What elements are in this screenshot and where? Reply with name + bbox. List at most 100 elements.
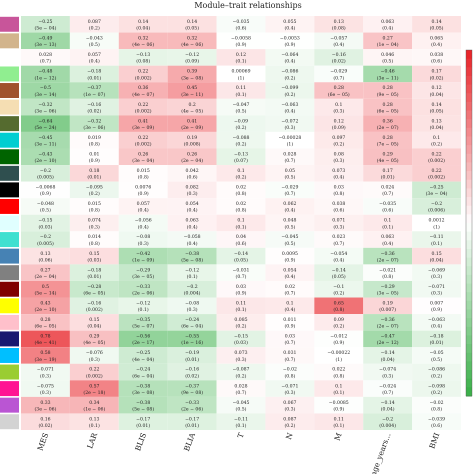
cell-correlation: 0.34 [89, 400, 99, 406]
colorbar-segment [466, 171, 472, 181]
cell-correlation: 0.65 [334, 300, 344, 306]
heatmap-cell [216, 49, 266, 66]
cell-pvalue: (0.2) [284, 91, 295, 98]
row-color-bar [0, 182, 19, 198]
row-color-bar [0, 232, 19, 248]
heatmap-cell [118, 363, 168, 381]
cell-pvalue: (0.7) [333, 240, 344, 247]
heatmap-cell [118, 82, 168, 99]
heatmap-cell [314, 264, 364, 281]
cell-pvalue: (0.007) [379, 306, 396, 313]
cell-correlation: 0.054 [283, 267, 296, 273]
cell-pvalue: (0.4) [284, 207, 295, 214]
heatmap-cell [167, 264, 217, 281]
cell-pvalue: (0.7) [382, 190, 393, 197]
heatmap-cell [167, 181, 217, 199]
cell-correlation: −0.071 [281, 383, 298, 389]
cell-pvalue: (0.2) [333, 140, 344, 147]
cell-pvalue: (0.8) [89, 240, 100, 247]
cell-pvalue: (0.6) [236, 240, 247, 247]
cell-correlation: 0.22 [138, 102, 148, 108]
cell-pvalue: (0.4) [284, 58, 295, 65]
heatmap-cell [118, 247, 168, 265]
cell-pvalue: (0.5) [431, 356, 442, 363]
heatmap-cell [363, 98, 413, 116]
cell-correlation: 0.082 [186, 185, 199, 191]
cell-pvalue: (1e − 06) [83, 405, 105, 412]
colorbar-segment [466, 387, 472, 397]
heatmap-cell [363, 16, 413, 33]
heatmap-cell [314, 82, 364, 99]
cell-correlation: 0.1 [237, 168, 244, 174]
cell-correlation: −0.19 [185, 350, 199, 356]
cell-correlation: 0.29 [383, 151, 393, 157]
cell-pvalue: (3e − 08) [132, 389, 154, 396]
cell-correlation: 0.28 [383, 85, 393, 91]
colorbar-segment [466, 231, 472, 241]
cell-correlation: 0.28 [383, 135, 393, 141]
cell-correlation: −0.13 [234, 151, 248, 157]
heatmap-cell [21, 115, 70, 132]
cell-pvalue: (0.3) [89, 356, 100, 363]
cell-correlation: 0.58 [40, 350, 50, 356]
cell-pvalue: (0.4) [284, 273, 295, 280]
colorbar-segment [466, 309, 472, 319]
cell-pvalue: (0.002) [135, 74, 152, 81]
heatmap-cell [167, 231, 217, 248]
cell-pvalue: (0.9) [40, 190, 51, 197]
cell-pvalue: (1e − 07) [83, 91, 105, 98]
cell-pvalue: (0.4) [138, 207, 149, 214]
cell-correlation: −0.076 [86, 350, 103, 356]
heatmap-cell [21, 148, 70, 166]
heatmap-cell [167, 82, 217, 99]
cell-pvalue: (5e − 07) [132, 323, 154, 330]
cell-correlation: −0.18 [430, 334, 444, 340]
cell-correlation: 0.062 [283, 201, 296, 207]
cell-correlation: 0.19 [383, 300, 393, 306]
cell-correlation: 0.27 [40, 267, 50, 273]
cell-correlation: −0.095 [86, 185, 103, 191]
cell-pvalue: (0.9) [138, 190, 149, 197]
heatmap-cell [118, 65, 168, 83]
heatmap-cell [69, 16, 119, 33]
cell-correlation: 0.28 [383, 102, 393, 108]
cell-pvalue: (3e − 19) [35, 356, 57, 363]
cell-pvalue: (1) [287, 140, 294, 147]
cell-pvalue: (0.4) [284, 306, 295, 313]
cell-correlation: 0.028 [283, 151, 296, 157]
heatmap-cell [265, 314, 315, 331]
heatmap-cell [118, 16, 168, 33]
cell-correlation: −0.099 [281, 85, 298, 91]
cell-correlation: −0.09 [234, 118, 248, 124]
cell-pvalue: (0.6) [236, 25, 247, 32]
cell-correlation: −0.33 [185, 400, 199, 406]
heatmap-cell [412, 98, 461, 116]
cell-correlation: −0.45 [38, 135, 52, 141]
cell-pvalue: (0.5) [236, 107, 247, 114]
cell-correlation: −0.25 [38, 19, 52, 25]
chart-title: Module–trait relationships [194, 1, 301, 10]
cell-pvalue: (0.7) [333, 74, 344, 81]
cell-correlation: 0.15 [431, 251, 441, 257]
cell-pvalue: (2e − 12) [377, 339, 399, 346]
heatmap-cell [21, 181, 70, 199]
row-color-bar [0, 397, 19, 413]
cell-correlation: −0.33 [136, 284, 150, 290]
cell-pvalue: (0.2) [89, 25, 100, 32]
heatmap-cell [118, 297, 168, 315]
cell-pvalue: (0.02) [185, 372, 199, 379]
heatmap-cell [412, 413, 461, 430]
cell-correlation: 0.063 [186, 218, 199, 224]
cell-correlation: −0.088 [232, 135, 249, 141]
heatmap-cell [216, 98, 266, 116]
cell-pvalue: (6e − 04) [181, 323, 203, 330]
heatmap-cell [412, 65, 461, 83]
colorbar-segment [466, 119, 472, 129]
cell-pvalue: (0.04) [87, 323, 101, 330]
heatmap-cell [118, 330, 168, 348]
cell-pvalue: (6e − 05) [328, 91, 350, 98]
heatmap-cell [412, 181, 461, 199]
cell-pvalue: (0.9) [284, 323, 295, 330]
cell-correlation: −0.11 [430, 234, 444, 240]
